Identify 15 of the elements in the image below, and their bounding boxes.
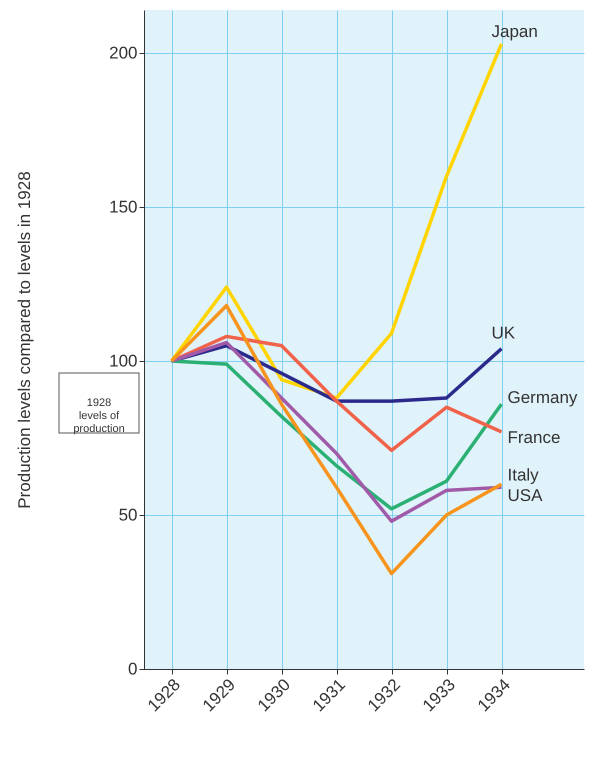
text: 1928 levels of production (73, 397, 125, 435)
line-series (170, 340, 504, 523)
y-tick-label: 50 (118, 506, 138, 525)
series-label: Japan (492, 22, 538, 41)
y-tick-label: 0 (128, 660, 138, 678)
series-label: France (508, 428, 560, 447)
series-label: UK (492, 324, 516, 343)
series-label: Germany (508, 388, 578, 408)
y-tick-label: 200 (109, 44, 138, 63)
line-series (170, 359, 504, 511)
series-label: Italy (508, 465, 540, 484)
y-tick-label: 100 (109, 352, 138, 371)
y-tick-label: 150 (109, 198, 138, 217)
y-axis-title: Production levels compared to levels in 1928 (15, 171, 34, 509)
series-label: USA (508, 486, 544, 506)
